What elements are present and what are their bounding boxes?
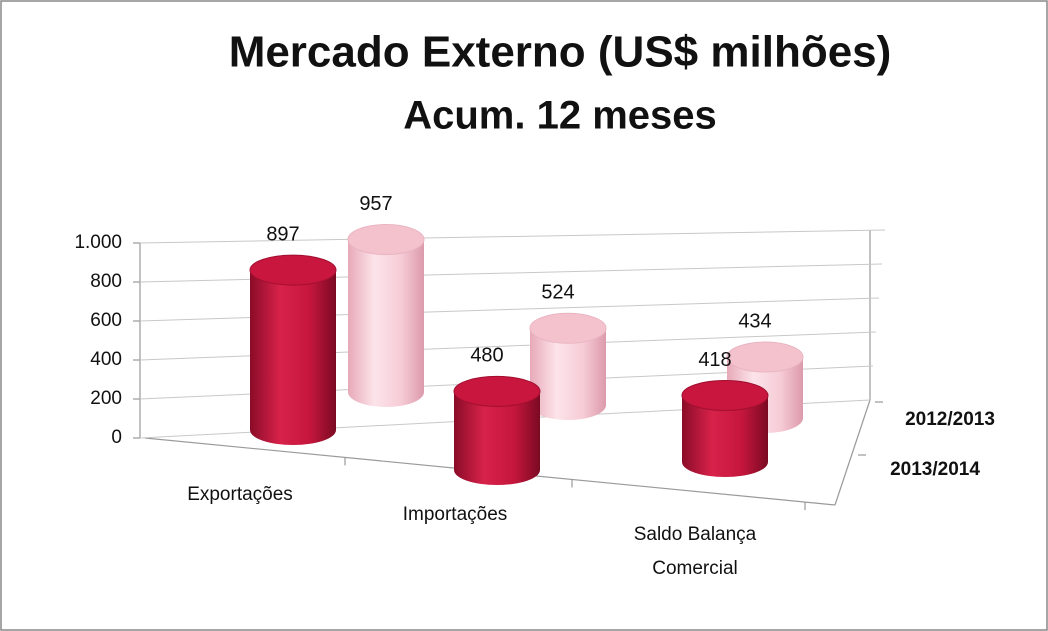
value-label: 418: [698, 349, 731, 371]
bar: [682, 395, 768, 477]
x-tick-label: Saldo Balança Comercial: [634, 524, 757, 579]
cylinder-top: [726, 341, 804, 373]
bar: [530, 328, 606, 420]
cylinder: [453, 375, 541, 485]
grid-line: [139, 229, 886, 244]
x-tick-label: Importações: [403, 504, 508, 525]
y-tick-label: 1.000: [74, 232, 122, 253]
y-tick-label: 0: [111, 427, 122, 448]
y-tick-label: 400: [90, 349, 122, 370]
chart-subtitle: Acum. 12 meses: [403, 94, 717, 138]
cylinder-top: [453, 375, 541, 407]
value-label: 434: [738, 310, 771, 332]
cylinder: [249, 254, 337, 445]
chart-title: Mercado Externo (US$ milhões): [229, 28, 892, 77]
legend-label: 2012/2013: [905, 409, 995, 430]
y-tick-label: 200: [90, 388, 122, 409]
x-tick-label: Exportações: [187, 484, 293, 505]
cylinder: [681, 379, 769, 477]
cylinder: [347, 224, 425, 407]
bar: [454, 391, 540, 485]
cylinder: [529, 312, 607, 420]
value-label: 524: [541, 282, 574, 304]
bar: [348, 239, 424, 407]
value-label: 897: [266, 223, 299, 245]
cylinder-top: [347, 224, 425, 256]
cylinder-top: [529, 312, 607, 344]
y-tick-label: 600: [90, 310, 122, 331]
bar: [250, 270, 336, 445]
y-tick-label: 800: [90, 271, 122, 292]
value-label: 480: [470, 345, 503, 367]
cylinder-top: [681, 379, 769, 411]
legend-label: 2013/2014: [890, 459, 980, 480]
value-label: 957: [359, 193, 392, 215]
cylinder-top: [249, 254, 337, 286]
